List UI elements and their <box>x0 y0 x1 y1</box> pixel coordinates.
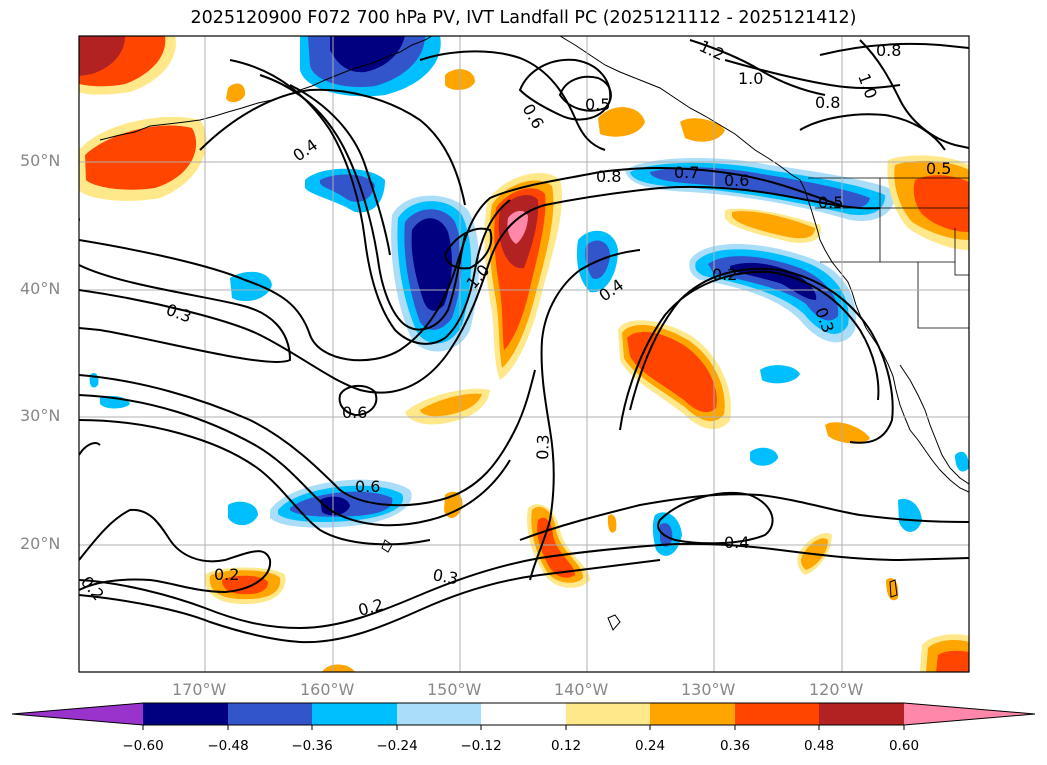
contour-label: 0.3 <box>431 565 459 588</box>
colorbar-tick-label: −0.36 <box>291 738 333 754</box>
negative-anomaly-region <box>228 501 258 526</box>
colorbar-segment <box>650 703 735 725</box>
positive-anomaly-region <box>913 175 969 232</box>
contour-label: 0.6 <box>355 477 380 496</box>
colorbar-tick-label: 0.12 <box>550 738 582 754</box>
colorbar-segment <box>312 703 397 725</box>
contour-label: 0.6 <box>724 171 749 190</box>
negative-anomaly-region <box>760 365 800 384</box>
longitude-label: 170°W <box>172 680 227 699</box>
positive-anomaly-region <box>607 514 617 533</box>
negative-anomaly-region <box>320 496 350 516</box>
contour-label: 0.2 <box>712 265 737 284</box>
longitude-label: 120°W <box>809 680 864 699</box>
positive-anomaly-region <box>420 393 482 417</box>
colorbar-tick-label: −0.12 <box>460 738 502 754</box>
positive-anomaly-region <box>226 83 246 103</box>
longitude-label: 140°W <box>554 680 609 699</box>
negative-anomaly-region <box>955 451 969 472</box>
longitude-label: 130°W <box>681 680 736 699</box>
positive-anomaly-region <box>507 210 528 244</box>
graticule <box>79 36 969 672</box>
negative-anomaly-region <box>750 447 778 466</box>
positive-anomaly-region <box>85 125 197 190</box>
colorbar-tick-label: −0.48 <box>207 738 249 754</box>
longitude-label: 150°W <box>427 680 482 699</box>
contour-label: 0.7 <box>674 163 699 182</box>
positive-anomaly-region <box>322 664 355 672</box>
contour-label: 1.0 <box>738 69 763 88</box>
colorbar-tick-label: −0.60 <box>122 738 164 754</box>
colorbar-segment <box>397 703 481 725</box>
negative-anomaly-region <box>320 174 375 202</box>
positive-anomaly-region <box>936 650 969 672</box>
positive-anomaly-region <box>732 211 815 239</box>
contour-lines <box>79 39 969 644</box>
negative-anomaly-region <box>585 240 610 279</box>
positive-anomaly-region <box>825 422 870 444</box>
colorbar-extend-low <box>12 703 143 725</box>
colorbar-segment <box>819 703 904 725</box>
colorbar-tick-label: 0.48 <box>803 738 835 754</box>
negative-anomaly-region <box>898 498 922 532</box>
contour-label: 0.4 <box>724 533 749 552</box>
negative-anomaly-region <box>650 167 870 209</box>
colorbar-tick-label: −0.24 <box>376 738 418 754</box>
negative-anomaly-region <box>660 523 673 547</box>
negative-anomaly-region <box>411 218 452 311</box>
map-title: 2025120900 F072 700 hPa PV, IVT Landfall… <box>190 8 857 28</box>
contour-label: 0.6 <box>342 403 367 422</box>
map-frame <box>78 35 970 673</box>
colorbar-extend-high <box>904 703 1035 725</box>
negative-anomaly-region <box>330 36 405 73</box>
latitude-label: 50°N <box>20 151 61 170</box>
longitude-label: 160°W <box>300 680 355 699</box>
colorbar-tick-label: 0.24 <box>634 738 666 754</box>
colorbar <box>11 702 1036 730</box>
contour-label: 0.5 <box>818 193 843 212</box>
contour-label: 0.8 <box>596 167 621 186</box>
contour-label: 0.5 <box>926 159 951 178</box>
contour-label: 0.2 <box>61 214 84 242</box>
colorbar-segment <box>735 703 819 725</box>
positive-anomaly-region <box>79 36 125 76</box>
colorbar-tick-label: 0.36 <box>719 738 751 754</box>
colorbar-segment <box>566 703 650 725</box>
latitude-label: 30°N <box>20 406 61 425</box>
colorbar-segment <box>228 703 312 725</box>
contour-label: 0.5 <box>585 95 610 114</box>
shaded-field <box>79 36 969 672</box>
latitude-label: 40°N <box>20 279 61 298</box>
positive-anomaly-region <box>222 575 268 595</box>
contour-label: 0.3 <box>533 434 553 460</box>
positive-anomaly-region <box>598 107 645 137</box>
contour-label: 0.2 <box>214 565 239 584</box>
latitude-label: 20°N <box>20 534 61 553</box>
contour-label: 0.8 <box>815 93 840 112</box>
colorbar-tick-label: 0.60 <box>888 738 920 754</box>
colorbar-segment <box>143 703 228 725</box>
colorbar-segment <box>481 703 566 725</box>
contour-label: 0.8 <box>876 41 901 60</box>
